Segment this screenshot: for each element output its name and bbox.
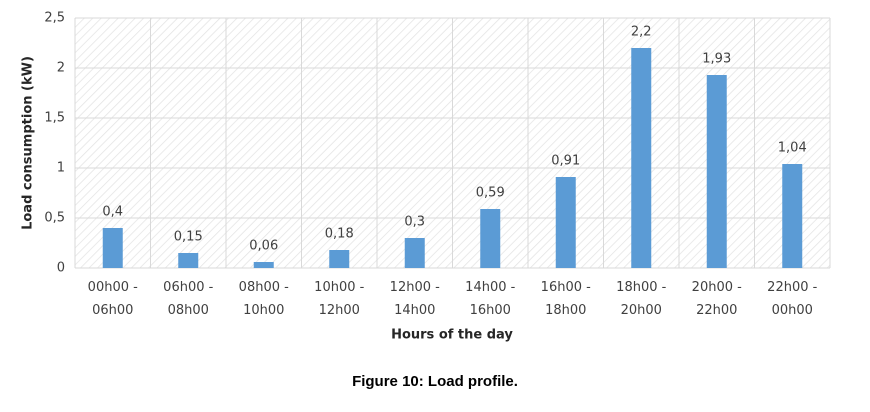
- x-tick-label: 10h00 -12h00: [314, 280, 364, 318]
- y-tick-label: 0,5: [44, 211, 65, 226]
- bar: [555, 177, 576, 268]
- y-tick-label: 2: [57, 61, 65, 76]
- caption: Figure 10: Load profile.: [352, 373, 518, 390]
- x-tick-label: 06h00 -08h00: [163, 280, 213, 318]
- data-label: 1,04: [778, 141, 807, 156]
- bar: [329, 250, 350, 268]
- y-tick-label: 1,5: [44, 111, 65, 126]
- x-tick-label: 18h00 -20h00: [616, 280, 666, 318]
- x-tick-label: 08h00 -10h00: [239, 280, 289, 318]
- bar: [404, 238, 425, 268]
- x-tick-label: 00h00 -06h00: [88, 280, 138, 318]
- bar: [782, 164, 803, 268]
- data-label: 0,59: [476, 186, 505, 201]
- bar: [706, 75, 727, 268]
- data-label: 0,15: [174, 230, 203, 245]
- x-tick-label: 22h00 -00h00: [767, 280, 817, 318]
- y-tick-label: 2,5: [44, 11, 65, 26]
- data-label: 0,91: [551, 154, 580, 169]
- y-tick-label: 1: [57, 161, 65, 176]
- y-axis-title: Load consumption (kW): [21, 56, 36, 230]
- bar: [178, 253, 199, 268]
- x-axis-title: Hours of the day: [391, 328, 513, 343]
- x-tick-label: 14h00 -16h00: [465, 280, 515, 318]
- x-tick-label: 16h00 -18h00: [541, 280, 591, 318]
- bar: [253, 262, 274, 268]
- data-label: 2,2: [631, 25, 652, 40]
- y-tick-label: 0: [57, 261, 65, 276]
- x-tick-label: 12h00 -14h00: [390, 280, 440, 318]
- bar: [480, 209, 501, 268]
- data-label: 0,4: [102, 205, 123, 220]
- bar: [631, 48, 652, 268]
- bar: [102, 228, 123, 268]
- data-label: 1,93: [702, 52, 731, 67]
- data-label: 0,06: [249, 239, 278, 254]
- x-tick-label: 20h00 -22h00: [692, 280, 742, 318]
- data-label: 0,3: [404, 215, 425, 230]
- data-label: 0,18: [325, 227, 354, 242]
